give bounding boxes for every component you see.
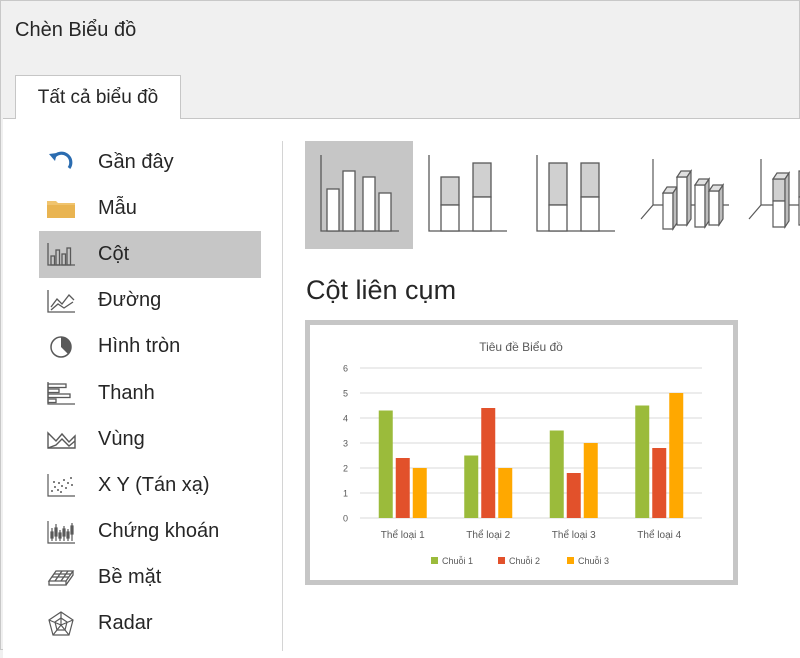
y-tick-label: 3 xyxy=(343,439,348,449)
bar xyxy=(566,473,581,518)
chart-preview: Tiêu đề Biểu đồ 0 1 2 3 4 5 6 Thể loại 1 Thể loại… xyxy=(305,320,738,585)
sidebar-item-scatter[interactable]: X Y (Tán xạ) xyxy=(39,462,261,508)
legend-swatch xyxy=(498,557,505,564)
sidebar-item-column[interactable]: Cột xyxy=(39,231,261,278)
sidebar-item-label: Đường xyxy=(98,289,162,312)
bar xyxy=(481,408,496,518)
chart-subtype-name: Cột liên cụm xyxy=(306,275,457,305)
bar xyxy=(583,443,598,518)
sidebar-item-pie[interactable]: Hình tròn xyxy=(39,324,261,370)
y-tick-label: 6 xyxy=(343,364,348,374)
x-tick-label: Thể loại 2 xyxy=(466,529,510,541)
sidebar-item-label: Hình tròn xyxy=(98,335,181,358)
bar xyxy=(669,393,684,518)
sidebar-item-area[interactable]: Vùng xyxy=(39,416,261,462)
chart-preview-svg: Tiêu đề Biểu đồ 0 1 2 3 4 5 6 Thể loại 1 Thể loại… xyxy=(343,340,702,566)
sidebar-item-label: Cột xyxy=(98,242,130,265)
y-tick-label: 4 xyxy=(343,414,348,424)
3d-stacked-column-icon xyxy=(748,159,800,229)
100-stacked-column-icon xyxy=(536,155,615,232)
sidebar-item-recent[interactable]: Gần đây xyxy=(39,139,261,185)
pane-divider xyxy=(282,141,283,651)
chart-subtype-gallery xyxy=(305,141,800,249)
sidebar-item-label: Bề mặt xyxy=(98,566,162,589)
tab-all-charts[interactable]: Tất cả biểu đồ xyxy=(15,75,181,119)
area-chart-icon xyxy=(45,425,77,453)
bar xyxy=(464,455,479,518)
y-tick-label: 2 xyxy=(343,464,348,474)
legend-swatch xyxy=(567,557,574,564)
x-tick-label: Thể loại 3 xyxy=(552,529,596,541)
bar xyxy=(549,430,564,518)
bar xyxy=(412,468,427,518)
recent-icon xyxy=(45,148,77,176)
sidebar-item-templates[interactable]: Mẫu xyxy=(39,185,261,231)
sidebar-item-bar[interactable]: Thanh xyxy=(39,370,261,416)
sidebar-item-radar[interactable]: Radar xyxy=(39,601,261,647)
sidebar-item-label: Vùng xyxy=(98,427,145,450)
clustered-column-thumbnail[interactable] xyxy=(305,141,413,249)
3d-clustered-column-thumbnail[interactable] xyxy=(629,141,737,249)
bar xyxy=(395,458,410,518)
sidebar-item-label: Mẫu xyxy=(98,196,137,219)
column-chart-icon xyxy=(45,240,77,268)
sidebar-item-label: Radar xyxy=(98,612,153,635)
y-tick-label: 0 xyxy=(343,514,348,524)
radar-chart-icon xyxy=(45,610,77,638)
clustered-column-icon xyxy=(320,155,399,232)
x-tick-label: Thể loại 1 xyxy=(381,529,425,541)
legend-label: Chuỗi 3 xyxy=(578,556,609,566)
bar xyxy=(498,468,513,518)
sidebar-item-label: X Y (Tán xạ) xyxy=(98,473,210,496)
y-tick-label: 5 xyxy=(343,389,348,399)
sidebar-item-line[interactable]: Đường xyxy=(39,278,261,324)
dialog-title: Chèn Biểu đồ xyxy=(15,19,137,41)
sidebar-item-surface[interactable]: Bề mặt xyxy=(39,555,261,601)
bar-chart-icon xyxy=(45,379,77,407)
folder-icon xyxy=(45,194,77,222)
chart-title: Tiêu đề Biểu đồ xyxy=(479,340,563,354)
bar xyxy=(652,448,667,518)
sidebar-item-label: Chứng khoán xyxy=(98,520,220,543)
y-tick-label: 1 xyxy=(343,489,348,499)
legend-swatch xyxy=(431,557,438,564)
sidebar-item-stock[interactable]: Chứng khoán xyxy=(39,509,261,555)
100-stacked-column-thumbnail[interactable] xyxy=(521,141,629,249)
chart-category-list: Gần đây Mẫu Cột Đường Hì xyxy=(39,139,261,647)
sidebar-item-label: Thanh xyxy=(98,381,155,404)
surface-chart-icon xyxy=(45,564,77,592)
line-chart-icon xyxy=(45,287,77,315)
3d-stacked-column-thumbnail[interactable] xyxy=(737,141,800,249)
bar xyxy=(635,405,650,518)
bar xyxy=(378,410,393,518)
3d-clustered-column-icon xyxy=(640,159,729,231)
scatter-chart-icon xyxy=(45,471,77,499)
legend-label: Chuỗi 1 xyxy=(442,556,473,566)
pie-chart-icon xyxy=(45,333,77,361)
legend-label: Chuỗi 2 xyxy=(509,556,540,566)
stock-chart-icon xyxy=(45,518,77,546)
stacked-column-thumbnail[interactable] xyxy=(413,141,521,249)
x-tick-label: Thể loại 4 xyxy=(637,529,681,541)
sidebar-item-label: Gần đây xyxy=(98,150,174,173)
stacked-column-icon xyxy=(428,155,507,232)
